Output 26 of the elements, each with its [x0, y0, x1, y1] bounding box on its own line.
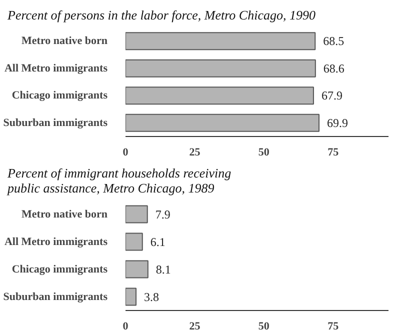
x-tick-label: 0 [122, 320, 129, 332]
data-label: 69.9 [327, 116, 348, 130]
data-label: 67.9 [321, 88, 342, 103]
chart-title: Percent of persons in the labor force, Metro Chicago, 1990 [6, 8, 316, 22]
y-tick-label: Suburban immigrants [3, 290, 108, 303]
x-tick-label: 0 [122, 146, 129, 158]
data-label: 68.6 [323, 61, 344, 76]
y-tick-label: All Metro immigrants [4, 236, 108, 248]
y-tick-label: Chicago immigrants [12, 90, 108, 102]
y-tick-label: Chicago immigrants [12, 263, 108, 276]
x-tick-label: 50 [258, 146, 270, 158]
x-tick-label: 50 [258, 320, 270, 332]
data-label: 6.1 [150, 234, 166, 249]
data-label: 3.8 [144, 290, 160, 304]
y-tick-label: Metro native born [22, 35, 108, 48]
chart-title: Percent of immigrant households receiving public assistance, Metro Chicago, 1989 [6, 166, 232, 196]
y-tick-label: Suburban immigrants [3, 116, 108, 129]
x-tick-label: 75 [328, 146, 340, 158]
x-tick-label: 75 [328, 320, 340, 332]
data-label: 8.1 [156, 262, 171, 276]
x-tick-label: 25 [189, 320, 201, 332]
y-tick-label: All Metro immigrants [4, 62, 108, 74]
data-label: 68.5 [323, 34, 344, 48]
y-tick-label: Metro native born [22, 208, 108, 220]
data-label: 7.9 [155, 207, 170, 222]
x-tick-label: 25 [189, 146, 201, 158]
